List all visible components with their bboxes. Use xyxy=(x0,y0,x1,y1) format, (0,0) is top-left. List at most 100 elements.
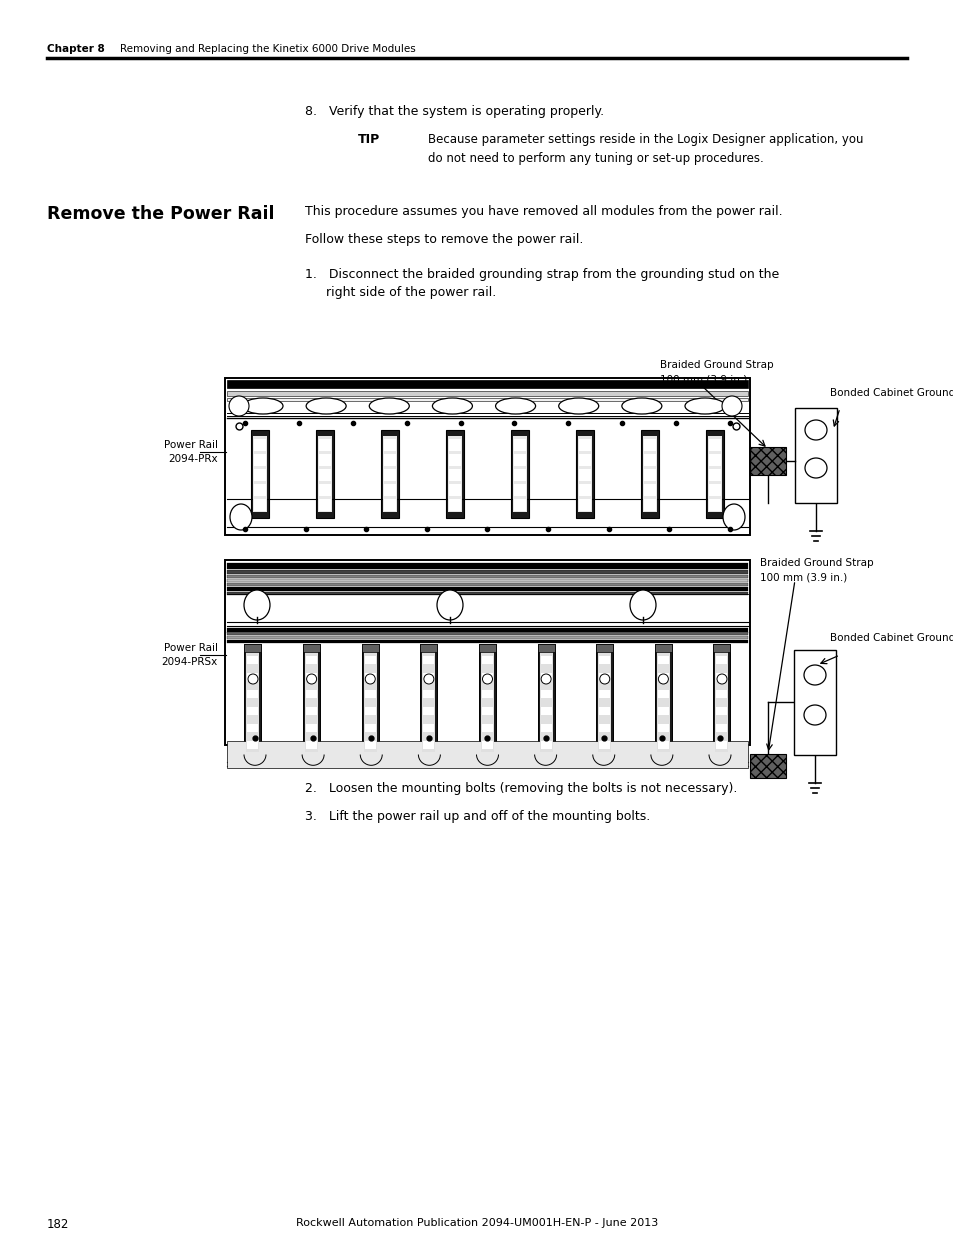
Bar xyxy=(318,484,331,496)
Bar xyxy=(514,438,525,451)
Bar xyxy=(478,643,496,652)
Ellipse shape xyxy=(684,398,724,414)
Bar xyxy=(363,651,376,752)
Bar xyxy=(227,579,747,582)
Bar xyxy=(713,643,730,760)
Bar xyxy=(306,706,316,715)
Bar xyxy=(227,380,747,388)
Ellipse shape xyxy=(306,398,346,414)
Ellipse shape xyxy=(803,664,825,685)
Bar xyxy=(654,643,671,652)
Bar xyxy=(227,640,747,643)
Text: Removing and Replacing the Kinetix 6000 Drive Modules: Removing and Replacing the Kinetix 6000 … xyxy=(120,44,416,54)
Text: Chapter 8: Chapter 8 xyxy=(47,44,105,54)
Bar xyxy=(708,484,720,496)
Bar xyxy=(247,673,258,680)
Bar xyxy=(643,484,656,496)
Bar xyxy=(449,484,460,496)
Bar xyxy=(423,724,434,732)
Bar xyxy=(658,706,668,715)
Bar xyxy=(384,454,395,466)
Ellipse shape xyxy=(629,590,656,620)
Bar xyxy=(578,469,590,480)
Bar xyxy=(540,724,551,732)
Bar xyxy=(303,643,320,652)
Bar xyxy=(364,673,375,680)
Bar xyxy=(227,629,747,634)
Bar xyxy=(420,643,436,760)
Bar xyxy=(598,724,610,732)
Text: 8.   Verify that the system is operating properly.: 8. Verify that the system is operating p… xyxy=(305,105,603,119)
Ellipse shape xyxy=(621,398,661,414)
Ellipse shape xyxy=(721,396,741,416)
Bar xyxy=(514,454,525,466)
Bar xyxy=(716,690,727,698)
Bar xyxy=(578,484,590,496)
Bar xyxy=(227,576,747,578)
Bar xyxy=(540,741,551,748)
Bar xyxy=(481,706,493,715)
Bar xyxy=(449,499,460,511)
Bar xyxy=(364,741,375,748)
Bar xyxy=(449,454,460,466)
Bar xyxy=(380,430,398,517)
Text: Power Rail
2094-PRx: Power Rail 2094-PRx xyxy=(164,440,218,464)
Bar xyxy=(448,436,461,513)
Text: Bonded Cabinet Ground: Bonded Cabinet Ground xyxy=(829,634,953,643)
Text: Bonded Cabinet Ground: Bonded Cabinet Ground xyxy=(829,388,953,398)
Bar xyxy=(715,651,728,752)
Bar xyxy=(578,499,590,511)
Bar xyxy=(253,499,266,511)
Bar xyxy=(480,651,494,752)
Bar xyxy=(708,438,720,451)
Ellipse shape xyxy=(423,674,434,684)
Bar xyxy=(227,571,747,574)
Bar xyxy=(749,447,785,475)
Bar xyxy=(716,706,727,715)
Bar xyxy=(643,438,656,451)
Bar xyxy=(247,724,258,732)
Bar xyxy=(225,378,749,535)
Ellipse shape xyxy=(804,458,826,478)
Ellipse shape xyxy=(365,674,375,684)
Bar xyxy=(253,484,266,496)
Bar xyxy=(578,454,590,466)
Ellipse shape xyxy=(432,398,472,414)
Bar xyxy=(640,430,659,517)
Bar xyxy=(708,469,720,480)
Bar xyxy=(384,438,395,451)
Bar xyxy=(643,454,656,466)
Ellipse shape xyxy=(369,398,409,414)
Bar xyxy=(749,755,785,778)
Bar xyxy=(253,469,266,480)
Bar xyxy=(364,690,375,698)
Bar xyxy=(598,651,611,752)
Bar xyxy=(318,438,331,451)
Ellipse shape xyxy=(230,504,252,530)
Bar xyxy=(481,673,493,680)
Bar xyxy=(423,690,434,698)
Bar xyxy=(578,436,592,513)
Text: Follow these steps to remove the power rail.: Follow these steps to remove the power r… xyxy=(305,233,583,246)
Bar xyxy=(384,499,395,511)
Bar xyxy=(657,651,669,752)
Bar xyxy=(361,643,378,652)
Bar xyxy=(364,656,375,664)
Ellipse shape xyxy=(558,398,598,414)
Bar xyxy=(658,656,668,664)
Bar xyxy=(540,673,551,680)
Bar xyxy=(511,430,529,517)
Bar xyxy=(247,741,258,748)
Bar xyxy=(247,656,258,664)
Ellipse shape xyxy=(306,674,316,684)
Bar xyxy=(317,436,332,513)
Bar xyxy=(716,724,727,732)
Ellipse shape xyxy=(658,674,668,684)
Bar xyxy=(306,673,316,680)
Text: 1.   Disconnect the braided grounding strap from the grounding stud on the: 1. Disconnect the braided grounding stra… xyxy=(305,268,779,282)
Ellipse shape xyxy=(243,398,283,414)
Bar xyxy=(364,724,375,732)
Ellipse shape xyxy=(540,674,551,684)
Ellipse shape xyxy=(717,674,726,684)
Bar xyxy=(794,408,836,503)
